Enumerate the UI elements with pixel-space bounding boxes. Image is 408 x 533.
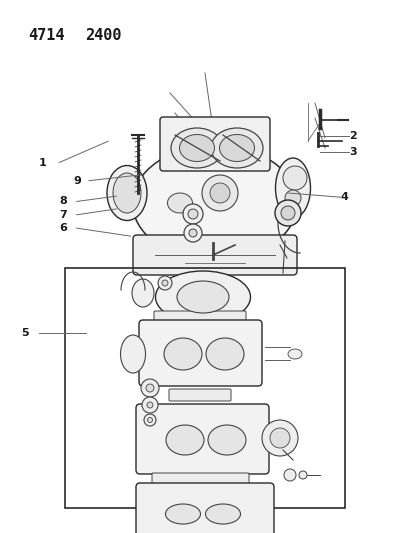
Circle shape bbox=[146, 384, 154, 392]
Text: 6: 6 bbox=[60, 223, 67, 233]
FancyBboxPatch shape bbox=[139, 320, 262, 386]
Bar bbox=[65, 268, 345, 508]
Circle shape bbox=[142, 397, 158, 413]
Circle shape bbox=[158, 276, 172, 290]
Circle shape bbox=[192, 272, 208, 288]
Text: 4: 4 bbox=[341, 192, 349, 202]
Text: 2400: 2400 bbox=[85, 28, 122, 43]
Circle shape bbox=[299, 471, 307, 479]
Ellipse shape bbox=[120, 335, 146, 373]
Circle shape bbox=[189, 229, 197, 237]
Circle shape bbox=[141, 379, 159, 397]
Ellipse shape bbox=[132, 279, 154, 307]
Ellipse shape bbox=[206, 504, 240, 524]
Ellipse shape bbox=[168, 193, 193, 213]
Text: 8: 8 bbox=[60, 197, 67, 206]
Circle shape bbox=[275, 200, 301, 226]
Text: 9: 9 bbox=[73, 176, 81, 185]
Circle shape bbox=[202, 175, 238, 211]
Ellipse shape bbox=[164, 338, 202, 370]
Ellipse shape bbox=[155, 271, 251, 323]
Ellipse shape bbox=[206, 338, 244, 370]
Circle shape bbox=[188, 209, 198, 219]
Ellipse shape bbox=[107, 166, 147, 221]
Ellipse shape bbox=[220, 134, 255, 161]
Circle shape bbox=[144, 414, 156, 426]
Circle shape bbox=[183, 204, 203, 224]
Ellipse shape bbox=[166, 425, 204, 455]
Text: 5: 5 bbox=[21, 328, 29, 338]
Text: 1: 1 bbox=[39, 158, 47, 167]
FancyBboxPatch shape bbox=[169, 389, 231, 401]
Ellipse shape bbox=[171, 128, 223, 168]
FancyBboxPatch shape bbox=[136, 404, 269, 474]
Ellipse shape bbox=[275, 158, 310, 218]
Ellipse shape bbox=[180, 134, 215, 161]
Circle shape bbox=[283, 166, 307, 190]
Text: 7: 7 bbox=[60, 210, 67, 220]
Ellipse shape bbox=[166, 504, 200, 524]
Ellipse shape bbox=[288, 349, 302, 359]
Text: 4714: 4714 bbox=[28, 28, 64, 43]
Ellipse shape bbox=[208, 425, 246, 455]
FancyBboxPatch shape bbox=[133, 235, 297, 275]
FancyBboxPatch shape bbox=[154, 311, 246, 321]
Circle shape bbox=[284, 469, 296, 481]
FancyBboxPatch shape bbox=[152, 473, 249, 485]
Circle shape bbox=[147, 402, 153, 408]
Ellipse shape bbox=[177, 281, 229, 313]
Circle shape bbox=[285, 190, 301, 206]
Circle shape bbox=[281, 206, 295, 220]
FancyBboxPatch shape bbox=[160, 117, 270, 171]
Circle shape bbox=[262, 420, 298, 456]
Circle shape bbox=[210, 183, 230, 203]
Ellipse shape bbox=[133, 146, 297, 261]
Ellipse shape bbox=[211, 128, 263, 168]
Circle shape bbox=[148, 417, 153, 423]
Ellipse shape bbox=[113, 173, 141, 213]
Circle shape bbox=[270, 428, 290, 448]
Text: 3: 3 bbox=[349, 147, 357, 157]
Circle shape bbox=[162, 280, 168, 286]
Text: 2: 2 bbox=[349, 131, 357, 141]
FancyBboxPatch shape bbox=[136, 483, 274, 533]
Circle shape bbox=[184, 224, 202, 242]
